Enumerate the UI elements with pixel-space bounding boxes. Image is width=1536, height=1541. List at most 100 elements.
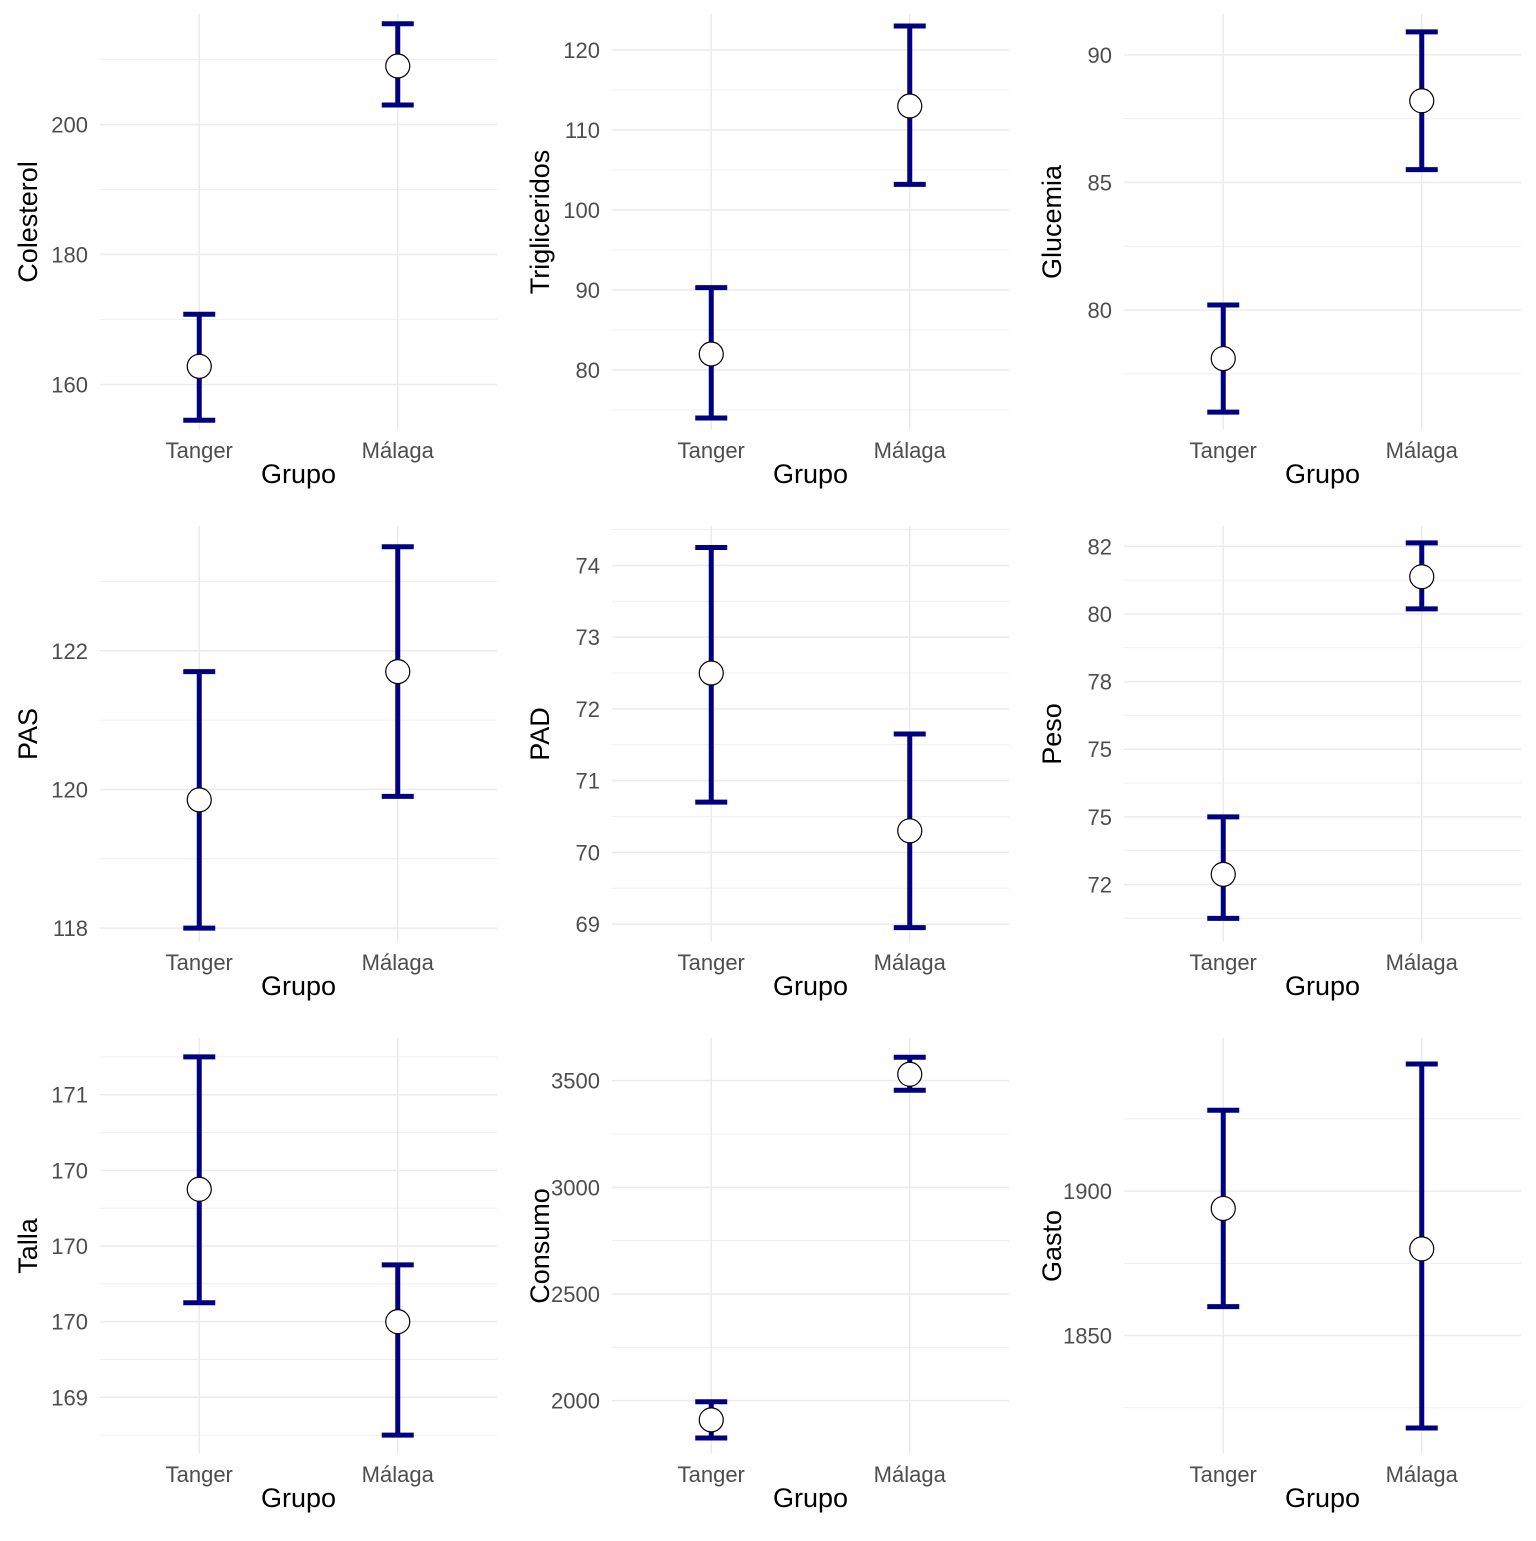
y-tick-label: 1850 xyxy=(1063,1324,1112,1349)
x-tick-label: Tanger xyxy=(1190,950,1257,975)
y-tick-label: 80 xyxy=(1088,298,1112,323)
y-axis-label: Gasto xyxy=(1037,1210,1067,1282)
mean-point xyxy=(186,1176,212,1202)
y-axis-label: PAS xyxy=(13,708,43,760)
y-axis-label: Talla xyxy=(13,1217,43,1274)
y-tick-label: 2500 xyxy=(551,1282,600,1307)
mean-point xyxy=(1210,345,1236,372)
x-axis-label: Grupo xyxy=(261,971,336,1001)
panel-pas: 118 120 122 Tanger Málaga Grupo PAS xyxy=(13,526,497,1001)
x-tick-label: Málaga xyxy=(1386,1462,1459,1487)
panel-colesterol: 160 180 200 Tanger Málaga Grupo Colesterol xyxy=(13,14,497,489)
x-tick-label: Tanger xyxy=(678,1462,745,1487)
x-axis-label: Grupo xyxy=(773,459,848,489)
x-axis-label: Grupo xyxy=(261,459,336,489)
y-tick-label: 80 xyxy=(1088,602,1112,627)
mean-point xyxy=(897,93,923,119)
y-tick-label: 85 xyxy=(1088,170,1112,195)
x-tick-label: Tanger xyxy=(166,1462,233,1487)
x-tick-label: Málaga xyxy=(874,438,947,463)
x-axis-label: Grupo xyxy=(261,1483,336,1513)
y-axis-label: Peso xyxy=(1037,703,1067,765)
x-tick-label: Málaga xyxy=(874,1462,947,1487)
x-axis-label: Grupo xyxy=(773,1483,848,1513)
x-tick-label: Málaga xyxy=(362,438,435,463)
x-tick-label: Tanger xyxy=(166,438,233,463)
x-tick-label: Tanger xyxy=(678,950,745,975)
panel-gasto: 1850 1900 Tanger Málaga Grupo Gasto xyxy=(1037,1038,1521,1513)
y-axis-label: Glucemia xyxy=(1037,164,1067,279)
y-tick-label: 90 xyxy=(576,278,600,303)
y-tick-label: 73 xyxy=(576,625,600,650)
mean-point xyxy=(897,1061,923,1087)
mean-point xyxy=(698,660,724,686)
y-tick-label: 170 xyxy=(51,1310,88,1335)
x-axis-label: Grupo xyxy=(773,971,848,1001)
y-tick-label: 170 xyxy=(51,1158,88,1183)
y-axis-label: Consumo xyxy=(525,1188,555,1304)
y-tick-label: 3000 xyxy=(551,1175,600,1200)
x-tick-label: Málaga xyxy=(1386,950,1459,975)
y-tick-label: 72 xyxy=(1088,873,1112,898)
y-tick-label: 70 xyxy=(576,840,600,865)
y-tick-label: 180 xyxy=(51,243,88,268)
y-tick-label: 75 xyxy=(1088,737,1112,762)
y-tick-label: 160 xyxy=(51,373,88,398)
y-tick-label: 82 xyxy=(1088,534,1112,559)
mean-point xyxy=(186,787,212,813)
y-tick-label: 100 xyxy=(563,198,600,223)
mean-point xyxy=(698,341,724,367)
mean-point xyxy=(1409,88,1435,114)
x-tick-label: Tanger xyxy=(678,438,745,463)
y-tick-label: 169 xyxy=(51,1385,88,1410)
mean-point xyxy=(385,1309,411,1335)
y-tick-label: 74 xyxy=(576,553,600,578)
y-tick-label: 118 xyxy=(53,916,88,941)
mean-point xyxy=(385,659,411,685)
x-tick-label: Málaga xyxy=(362,950,435,975)
y-tick-label: 120 xyxy=(51,777,88,802)
mean-point xyxy=(897,818,923,844)
mean-point xyxy=(385,53,411,79)
mean-point xyxy=(1409,1236,1435,1262)
y-axis-label: Colesterol xyxy=(13,161,43,283)
x-tick-label: Tanger xyxy=(1190,438,1257,463)
y-tick-label: 69 xyxy=(576,912,600,937)
y-tick-label: 120 xyxy=(563,38,600,63)
panel-peso: 72 75 75 78 80 82 Tanger Málaga Grupo Peso xyxy=(1037,526,1521,1001)
y-tick-label: 122 xyxy=(51,639,88,664)
mean-point xyxy=(1409,564,1435,590)
mean-point xyxy=(1210,861,1236,887)
panel-talla: 169 170 170 170 171 Tanger Málaga Grupo Talla xyxy=(13,1038,497,1513)
mean-point xyxy=(1210,1195,1236,1222)
y-tick-label: 110 xyxy=(565,118,600,143)
panel-trigliceridos: 80 90 100 110 120 Tanger Málaga Grupo Trigliceri… xyxy=(525,14,1009,489)
mean-point xyxy=(698,1407,724,1433)
y-tick-label: 71 xyxy=(576,769,600,794)
y-tick-label: 3500 xyxy=(551,1069,600,1094)
y-tick-label: 78 xyxy=(1088,670,1112,695)
y-tick-label: 72 xyxy=(576,697,600,722)
x-axis-label: Grupo xyxy=(1285,1483,1360,1513)
y-axis-label: PAD xyxy=(525,707,555,761)
y-tick-label: 75 xyxy=(1088,805,1112,830)
y-tick-label: 171 xyxy=(51,1083,88,1108)
x-tick-label: Tanger xyxy=(1190,1462,1257,1487)
x-tick-label: Málaga xyxy=(1386,438,1459,463)
mean-point xyxy=(186,353,212,379)
y-tick-label: 80 xyxy=(576,358,600,383)
x-tick-label: Málaga xyxy=(874,950,947,975)
x-tick-label: Tanger xyxy=(166,950,233,975)
y-axis-label: Trigliceridos xyxy=(525,150,555,295)
panel-consumo: 2000 2500 3000 3500 Tanger Málaga Grupo Consumo xyxy=(525,1038,1009,1513)
x-tick-label: Málaga xyxy=(362,1462,435,1487)
panel-glucemia: 80 85 90 Tanger Málaga Grupo Glucemia xyxy=(1037,14,1521,489)
y-tick-label: 2000 xyxy=(551,1389,600,1414)
y-tick-label: 1900 xyxy=(1063,1179,1112,1204)
y-tick-label: 200 xyxy=(51,113,88,138)
y-tick-label: 170 xyxy=(51,1234,88,1259)
x-axis-label: Grupo xyxy=(1285,459,1360,489)
panel-pad: 69 70 71 72 73 74 Tanger Málaga Grupo PAD xyxy=(525,526,1009,1001)
